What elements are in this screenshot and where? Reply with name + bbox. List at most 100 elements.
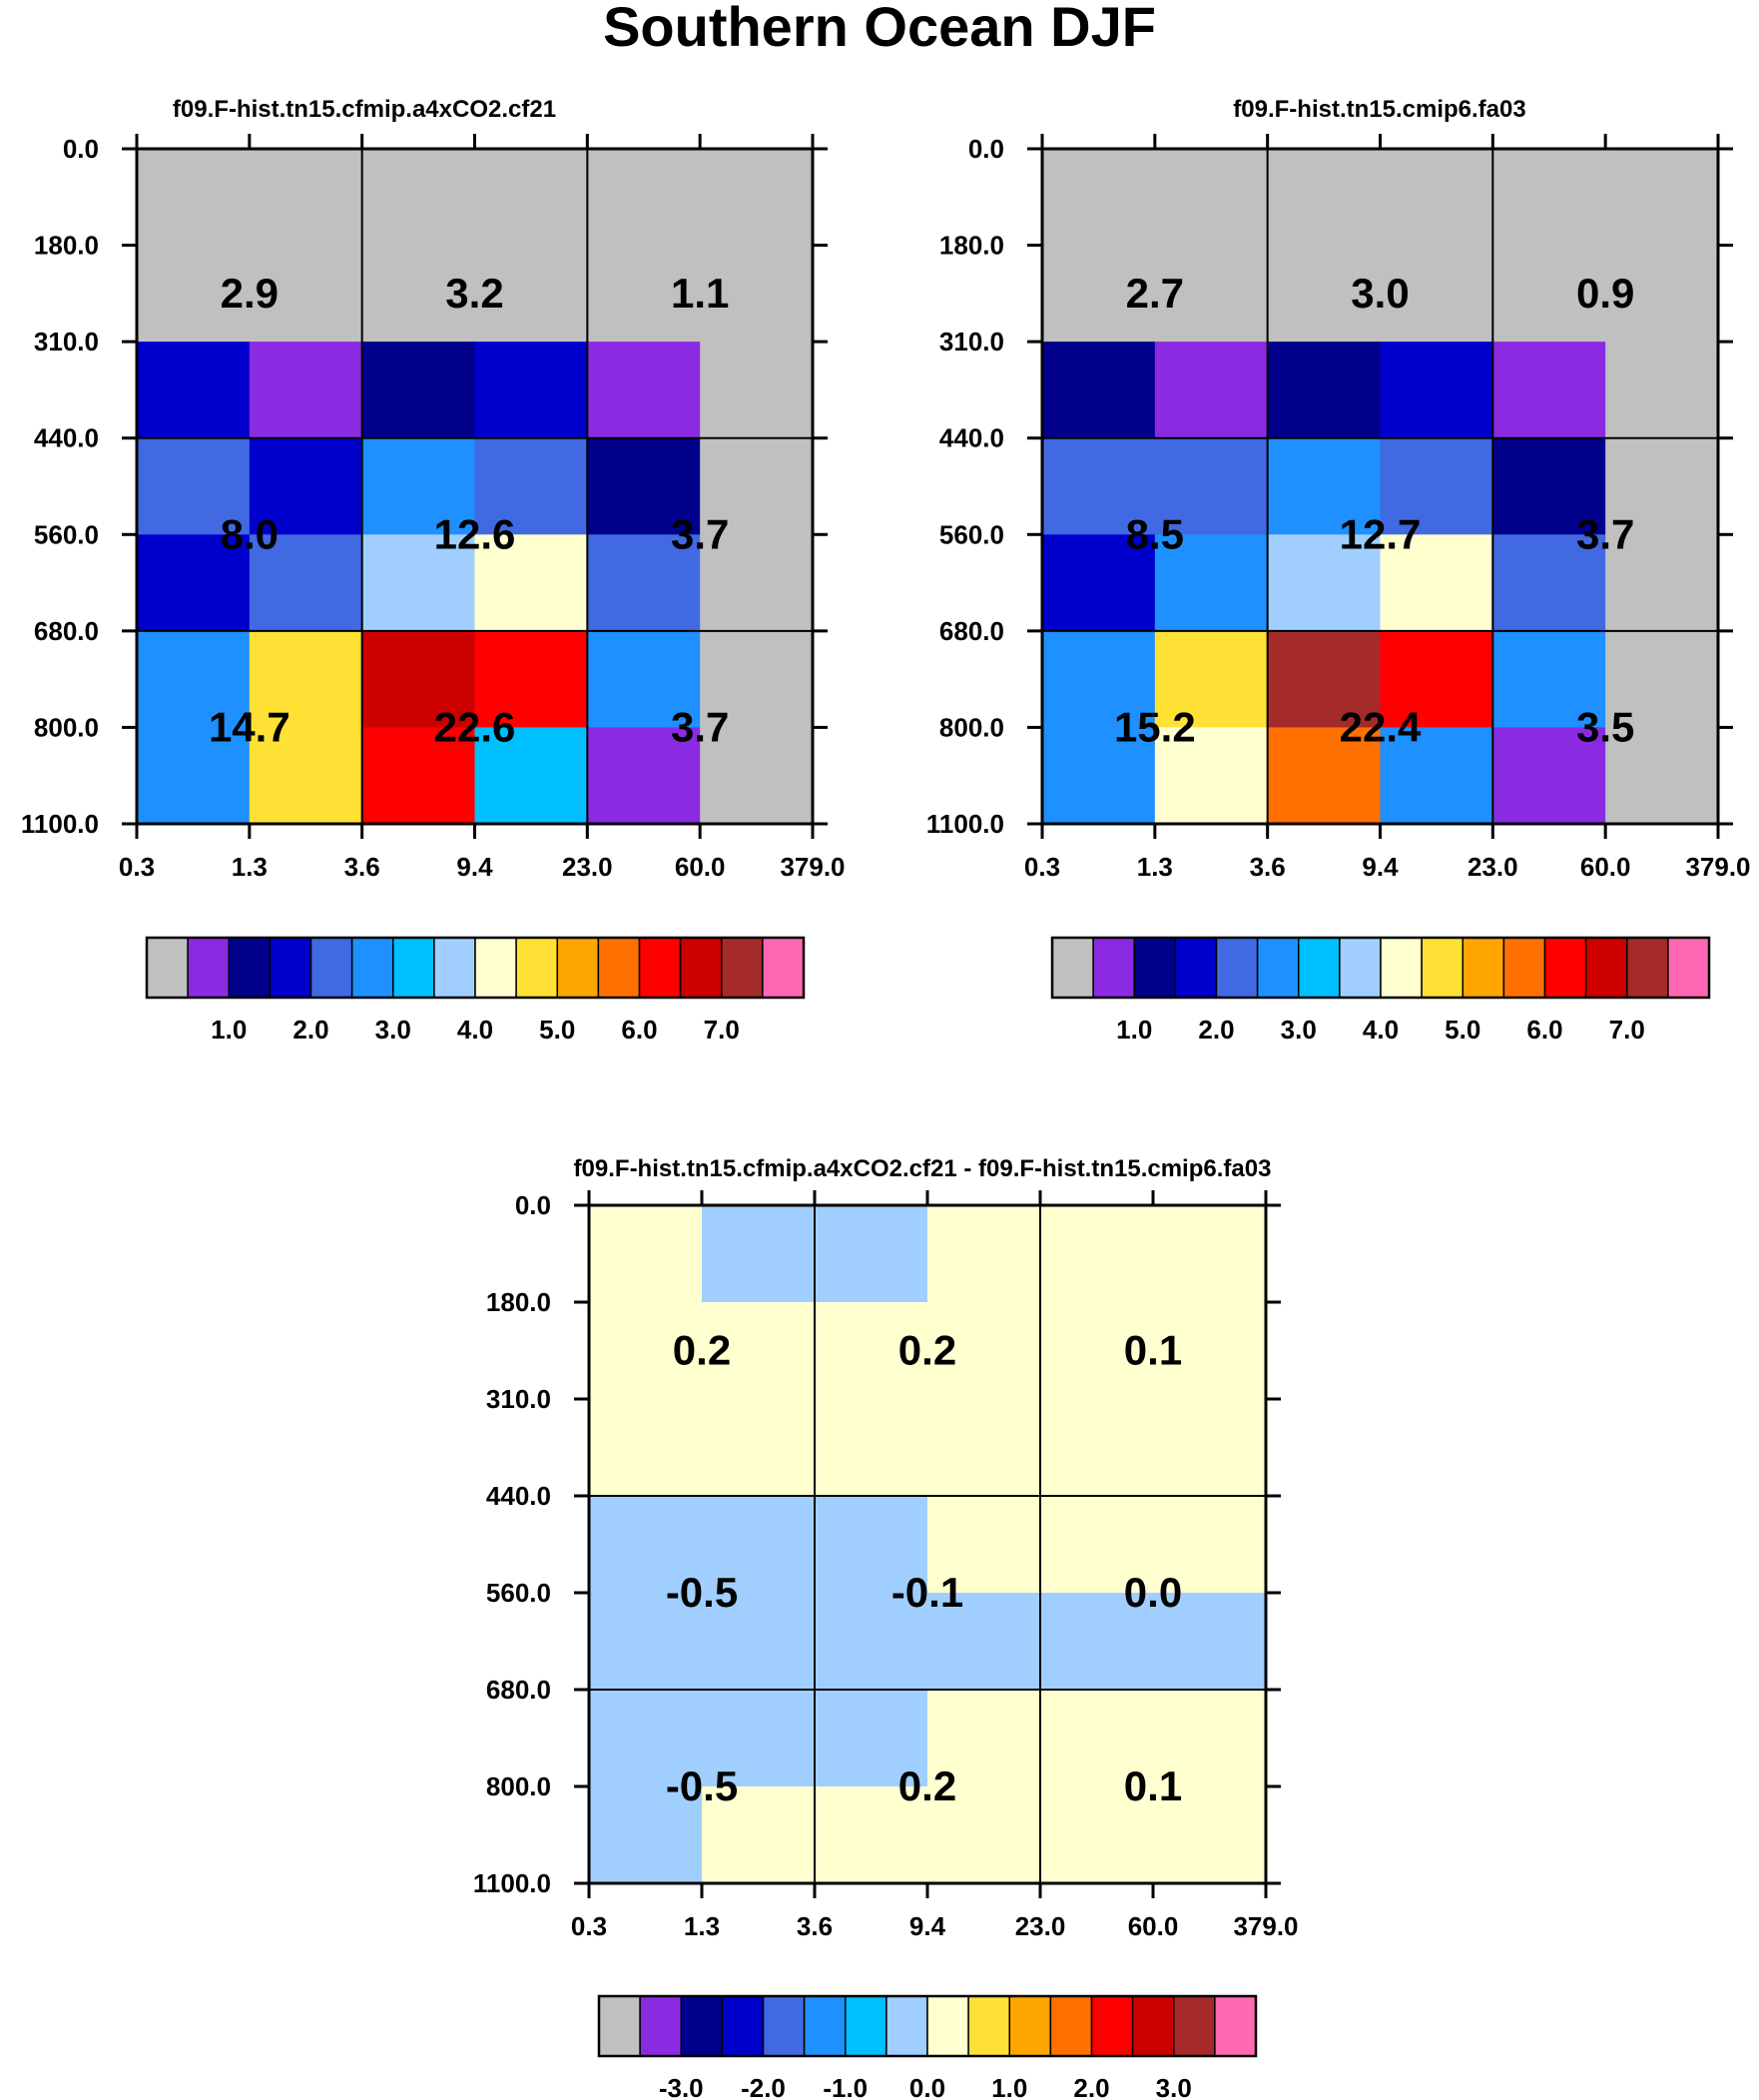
data-label: 2.7 bbox=[1126, 270, 1184, 317]
heatmap-cell bbox=[137, 342, 251, 439]
heatmap-cell bbox=[927, 1205, 1041, 1303]
panel-title: f09.F-hist.tn15.cfmip.a4xCO2.cf21 bbox=[173, 96, 556, 123]
data-label: 12.7 bbox=[1340, 510, 1422, 557]
colorbar-label: 3.0 bbox=[375, 1015, 411, 1045]
colorbar-box bbox=[1256, 937, 1300, 999]
colorbar-label: 4.0 bbox=[1363, 1015, 1399, 1045]
heatmap-cell bbox=[249, 534, 363, 632]
heatmap-cell bbox=[1605, 630, 1719, 729]
colorbar-box bbox=[1214, 1995, 1257, 2057]
y-tick-label: 440.0 bbox=[34, 423, 99, 453]
colorbar-box bbox=[392, 937, 435, 999]
colorbar-box bbox=[1339, 937, 1382, 999]
heatmap-cell bbox=[361, 342, 476, 439]
colorbar: 1.0 2.0 3.0 4.0 5.0 6.0 7.0 bbox=[1050, 936, 1711, 1045]
heatmap-cell bbox=[927, 1302, 1041, 1400]
heatmap-cell bbox=[815, 1302, 928, 1400]
heatmap-cell bbox=[1605, 727, 1719, 825]
heatmap-cell bbox=[1154, 245, 1269, 343]
heatmap-cell bbox=[249, 149, 363, 247]
data-label: 3.7 bbox=[671, 703, 729, 750]
data-label: 0.0 bbox=[1124, 1569, 1182, 1616]
figure-title: Southern Ocean DJF bbox=[603, 0, 1156, 58]
heatmap-cell bbox=[474, 342, 588, 439]
heatmap-cell bbox=[361, 437, 476, 535]
heatmap-cell bbox=[1042, 437, 1156, 535]
heatmap-cell bbox=[587, 245, 701, 343]
heatmap-cell bbox=[927, 1786, 1041, 1884]
heatmap-cell bbox=[361, 245, 476, 343]
heatmap-cell bbox=[1040, 1496, 1154, 1594]
y-tick-label: 800.0 bbox=[939, 712, 1004, 742]
heatmap-cell bbox=[815, 1496, 928, 1594]
heatmap-cell bbox=[474, 534, 588, 632]
x-tick-label: 0.3 bbox=[1024, 852, 1060, 882]
data-label: 8.5 bbox=[1126, 510, 1184, 557]
colorbar-box bbox=[639, 1995, 682, 2057]
heatmap-cell bbox=[1267, 245, 1382, 343]
colorbar-box bbox=[803, 1995, 847, 2057]
heatmap-cell bbox=[587, 149, 701, 247]
colorbar-box bbox=[556, 937, 600, 999]
heatmap-cell bbox=[927, 1690, 1041, 1787]
y-tick-label: 1100.0 bbox=[21, 809, 99, 839]
heatmap-cell bbox=[361, 149, 476, 247]
heatmap-cell bbox=[1380, 437, 1493, 535]
heatmap-cell bbox=[1040, 1690, 1154, 1787]
heatmap-cell bbox=[1267, 534, 1382, 632]
y-tick-label: 0.0 bbox=[968, 134, 1004, 164]
heatmap-cell bbox=[1492, 437, 1606, 535]
heatmap-cell bbox=[815, 1593, 928, 1691]
colorbar-label: 1.0 bbox=[211, 1015, 247, 1045]
heatmap-cell bbox=[587, 630, 701, 729]
x-tick-label: 1.3 bbox=[1137, 852, 1173, 882]
colorbar-label: 1.0 bbox=[1116, 1015, 1152, 1045]
heatmap-cell bbox=[589, 1593, 703, 1691]
heatmap-cell bbox=[587, 534, 701, 632]
y-tick-label: 440.0 bbox=[486, 1481, 551, 1511]
heatmap-cell bbox=[1042, 342, 1156, 439]
heatmap-cell bbox=[700, 534, 814, 632]
y-tick-label: 0.0 bbox=[515, 1190, 551, 1220]
heatmap-cell bbox=[700, 727, 814, 825]
heatmap-cell bbox=[1380, 534, 1493, 632]
colorbar-box bbox=[309, 937, 353, 999]
panel-title: f09.F-hist.tn15.cmip6.fa03 bbox=[1233, 96, 1525, 123]
y-tick-label: 1100.0 bbox=[926, 809, 1004, 839]
colorbar-box bbox=[1090, 1995, 1134, 2057]
colorbar-box bbox=[1380, 937, 1423, 999]
panel-difference: f09.F-hist.tn15.cfmip.a4xCO2.cf21 - f09.… bbox=[473, 1155, 1299, 2100]
data-label: 15.2 bbox=[1114, 703, 1196, 750]
y-tick-label: 560.0 bbox=[34, 519, 99, 549]
heatmap-cell bbox=[587, 437, 701, 535]
heatmap-cell bbox=[702, 1786, 816, 1884]
heatmap-cell bbox=[1153, 1690, 1267, 1787]
y-tick-label: 310.0 bbox=[486, 1384, 551, 1414]
heatmap-cell bbox=[1042, 245, 1156, 343]
heatmap-cell bbox=[1042, 534, 1156, 632]
heatmap-cell bbox=[1042, 630, 1156, 729]
data-label: -0.5 bbox=[666, 1569, 738, 1616]
heatmap-cell bbox=[1380, 245, 1493, 343]
heatmap-cell bbox=[1153, 1302, 1267, 1400]
data-label: 8.0 bbox=[221, 510, 279, 557]
heatmap-cell bbox=[702, 1690, 816, 1787]
colorbar-box bbox=[269, 937, 312, 999]
y-tick-label: 310.0 bbox=[34, 327, 99, 356]
colorbar-label: -2.0 bbox=[741, 2073, 786, 2100]
heatmap-cell bbox=[1040, 1205, 1154, 1303]
colorbar-box bbox=[885, 1995, 928, 2057]
heatmap-cell bbox=[137, 534, 251, 632]
colorbar-box bbox=[721, 937, 764, 999]
colorbar-box bbox=[1298, 937, 1341, 999]
colorbar-label: 0.0 bbox=[909, 2073, 945, 2100]
heatmap-cell bbox=[589, 1690, 703, 1787]
heatmap-cell bbox=[815, 1205, 928, 1303]
heatmap-cell bbox=[1040, 1399, 1154, 1497]
heatmap-cell bbox=[1154, 149, 1269, 247]
data-label: 3.7 bbox=[1576, 510, 1634, 557]
colorbar-box bbox=[1502, 937, 1546, 999]
heatmap-cell bbox=[1040, 1593, 1154, 1691]
colorbar-box bbox=[1421, 937, 1464, 999]
heatmap-cell bbox=[1605, 534, 1719, 632]
